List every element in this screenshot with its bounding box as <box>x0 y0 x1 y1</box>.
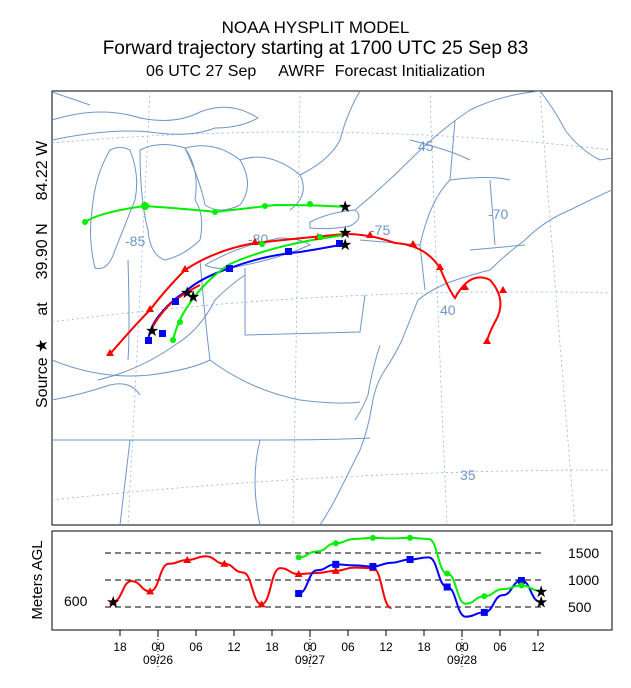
red-height-marker <box>331 566 340 574</box>
parallel-label: 35 <box>460 467 476 483</box>
title-line-2: Forward trajectory starting at 1700 UTC … <box>102 38 529 59</box>
time-tick-label: 18 <box>417 640 431 654</box>
endpoint-star-icon: ★ <box>534 582 548 601</box>
parallel-label: 45 <box>418 138 434 154</box>
graticule-labels: -85 -80 -75 -70 45 40 35 <box>125 138 508 483</box>
blue-height-marker <box>443 583 451 591</box>
height-series: ★★★ <box>106 534 548 618</box>
title-line-3: 06 UTC 27 Sep AWRF Forecast Initialization <box>0 63 631 81</box>
green-height-marker <box>481 593 488 600</box>
time-tick-label: 00 <box>151 640 165 654</box>
time-tick-label: 18 <box>265 640 279 654</box>
reference-label: 1500 <box>568 545 599 561</box>
endpoint-star-icon: ★ <box>534 593 548 612</box>
green-height-marker <box>444 570 451 577</box>
time-tick-label: 00 <box>303 640 317 654</box>
map-geography <box>52 91 612 525</box>
time-tick-label: 18 <box>113 640 127 654</box>
title-desc: Forecast Initialization <box>334 63 486 80</box>
title-time: 06 UTC 27 Sep <box>145 63 257 80</box>
start-height-label: 600 <box>64 593 88 609</box>
graticule <box>52 91 612 525</box>
blue-height-marker <box>295 590 303 597</box>
date-label: 09/26 <box>143 653 173 667</box>
meridian-label: -75 <box>370 222 390 238</box>
map-frame <box>51 90 613 526</box>
green-height-marker <box>407 534 414 541</box>
title-model: AWRF <box>278 63 325 80</box>
reference-lines <box>105 552 545 608</box>
meridian-label: -70 <box>488 206 508 222</box>
time-tick-label: 00 <box>455 640 469 654</box>
blue-height-marker <box>480 608 488 616</box>
green-height-marker <box>369 534 376 541</box>
blue-height-marker <box>517 577 525 585</box>
red-height-marker <box>183 556 192 564</box>
blue-height-marker <box>369 563 377 570</box>
time-tick-label: 06 <box>341 640 355 654</box>
red-height-marker <box>109 597 117 605</box>
endpoint-star-icon: ★ <box>338 223 352 242</box>
source-star-icon: ★ <box>145 321 159 340</box>
meridian-label: -85 <box>125 233 145 249</box>
time-tick-label: 12 <box>227 640 241 654</box>
time-axis: 18 00 06 12 18 00 06 12 18 00 06 12 <box>113 630 545 668</box>
date-label: 09/28 <box>447 653 477 667</box>
time-tick-label: 06 <box>493 640 507 654</box>
red-height-marker <box>146 587 155 595</box>
reference-labels: 1500 1000 500 <box>568 545 599 615</box>
height-ylabel: Meters AGL <box>29 540 46 619</box>
time-tick-label: 12 <box>379 640 393 654</box>
blue-height-marker <box>332 560 340 568</box>
green-height-marker <box>332 540 339 547</box>
trajectory-markers: ★ ★ ★ ★ ★ ★ <box>82 197 507 356</box>
reference-label: 1000 <box>568 572 599 588</box>
red-height-marker <box>257 600 266 608</box>
green-height-marker <box>295 554 302 561</box>
time-tick-label: 06 <box>189 640 203 654</box>
endpoint-star-icon: ★ <box>186 287 200 306</box>
map-panel: -85 -80 -75 -70 45 40 35 <box>51 90 613 526</box>
red-height-marker <box>294 570 303 578</box>
endpoint-star-icon: ★ <box>338 235 352 254</box>
source-star-icon: ★ <box>106 593 120 612</box>
parallel-label: 40 <box>440 302 456 318</box>
endpoint-star-icon: ★ <box>338 197 352 216</box>
red-height-line <box>112 555 392 610</box>
red-trajectory-path <box>109 232 502 355</box>
endpoint-star-icon: ★ <box>180 283 194 302</box>
blue-height-marker <box>406 555 414 563</box>
time-tick-label: 12 <box>531 640 545 654</box>
date-label: 09/27 <box>295 653 325 667</box>
reference-label: 500 <box>568 599 592 615</box>
green-height-marker <box>518 582 525 589</box>
title-line-1: NOAA HYSPLIT MODEL <box>221 18 410 37</box>
red-height-marker <box>220 559 229 567</box>
